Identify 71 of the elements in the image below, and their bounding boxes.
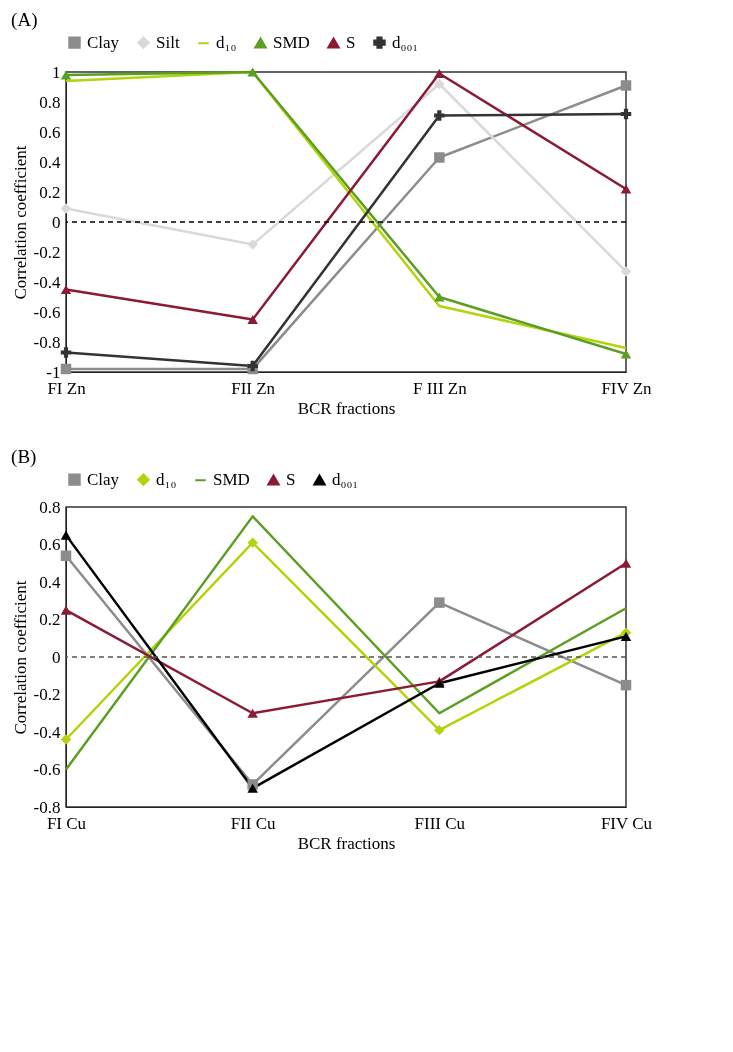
point — [60, 605, 72, 615]
y-tick-label: 0.8 — [39, 92, 61, 112]
point — [247, 239, 258, 250]
y-tick-label: -0.2 — [33, 685, 61, 704]
point — [60, 530, 72, 540]
y-tick-label: 0.2 — [39, 610, 61, 629]
legend-label: Clay — [87, 469, 120, 489]
point — [247, 67, 258, 77]
y-tick-label: 0.4 — [39, 572, 61, 592]
x-axis-title: BCR fractions — [297, 398, 396, 418]
y-tick-label: -0.4 — [33, 722, 61, 742]
point — [434, 292, 445, 302]
x-tick-label: FII Cu — [230, 813, 277, 833]
legend-label: Clay — [87, 32, 120, 52]
point — [60, 734, 72, 745]
y-tick-label: 0.6 — [39, 122, 61, 142]
legend-label: d₁₀ — [216, 33, 237, 53]
y-tick-label: 0.4 — [39, 152, 61, 172]
point — [620, 108, 632, 120]
legend-label: d₀₀₁ — [392, 32, 419, 52]
x-tick-label: FIII Cu — [414, 813, 466, 833]
point — [60, 70, 72, 80]
x-tick-label: F III Zn — [412, 378, 468, 398]
point — [620, 349, 632, 359]
point — [247, 783, 258, 793]
point — [620, 266, 632, 277]
point — [434, 68, 445, 79]
y-tick-label: 0 — [52, 212, 61, 232]
point — [434, 152, 445, 163]
y-tick-label: -0.6 — [33, 302, 61, 322]
legend-label: SMD — [273, 32, 310, 52]
point — [60, 203, 72, 214]
point — [247, 537, 258, 548]
point — [434, 110, 445, 121]
chart-title: (A) — [11, 9, 38, 31]
legend-label: SMD — [213, 470, 250, 490]
legend-label: S — [286, 469, 296, 489]
point — [620, 631, 632, 641]
y-tick-label: -0.2 — [33, 242, 61, 262]
legend-label: S — [346, 32, 356, 52]
point — [60, 347, 72, 358]
y-axis-title: Correlation coefficient — [10, 145, 30, 300]
point — [434, 724, 445, 736]
y-tick-label: -0.4 — [33, 272, 61, 292]
chart-title: (B) — [11, 446, 37, 468]
legend-label: d₁₀ — [156, 469, 177, 489]
y-axis-title: Correlation coefficient — [10, 580, 30, 735]
y-tick-label: 1 — [52, 62, 61, 82]
legend-label: d₀₀₁ — [332, 469, 359, 489]
point — [60, 550, 72, 561]
x-tick-label: FII Zn — [231, 378, 276, 398]
y-tick-label: 0 — [52, 647, 61, 667]
y-tick-label: 0.2 — [39, 182, 61, 202]
point — [60, 284, 72, 295]
point — [247, 314, 258, 325]
point — [620, 80, 632, 91]
point — [620, 679, 632, 691]
point — [434, 597, 445, 608]
point — [620, 184, 632, 194]
point — [434, 78, 445, 90]
y-tick-label: -0.6 — [33, 760, 61, 779]
y-tick-label: 0.6 — [39, 535, 61, 554]
point — [247, 708, 258, 718]
legend-label: Silt — [156, 32, 180, 52]
x-tick-label: FIV Zn — [601, 378, 653, 398]
point — [60, 363, 72, 375]
point — [620, 558, 632, 568]
y-tick-label: 0.8 — [39, 497, 61, 517]
y-tick-label: -0.8 — [33, 332, 61, 352]
x-axis-title: BCR fractions — [297, 833, 396, 853]
x-tick-label: FIV Cu — [600, 813, 653, 833]
